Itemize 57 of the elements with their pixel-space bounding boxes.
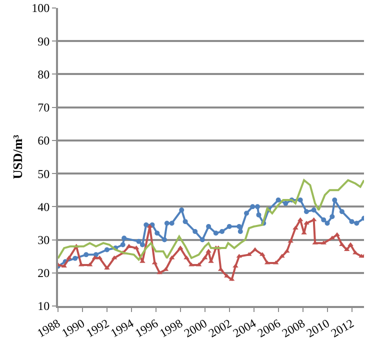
point xyxy=(304,209,309,214)
point xyxy=(188,262,194,266)
y-tick-label: 30 xyxy=(38,232,50,247)
point xyxy=(354,220,360,226)
point xyxy=(298,198,303,203)
point xyxy=(206,248,212,253)
point xyxy=(324,220,330,226)
point xyxy=(156,270,162,274)
point xyxy=(164,220,170,226)
point xyxy=(144,222,149,228)
point xyxy=(283,200,288,206)
point xyxy=(120,242,126,248)
point xyxy=(213,230,218,236)
point xyxy=(284,248,290,253)
point xyxy=(232,264,238,268)
point xyxy=(220,229,225,234)
point xyxy=(84,252,89,258)
point xyxy=(154,230,160,236)
point xyxy=(330,214,335,220)
point xyxy=(255,204,260,210)
point xyxy=(169,220,174,226)
point xyxy=(136,238,142,244)
point xyxy=(162,237,167,242)
y-tick-label: 20 xyxy=(38,266,50,280)
point xyxy=(244,210,249,216)
point xyxy=(182,219,188,224)
y-tick-label: 90 xyxy=(38,34,50,48)
point xyxy=(349,219,354,224)
y-tick-label: 100 xyxy=(32,1,50,16)
point xyxy=(104,247,110,252)
point xyxy=(321,217,326,222)
point xyxy=(200,237,205,242)
y-tick-label: 70 xyxy=(38,100,50,115)
y-tick-label: 10 xyxy=(38,299,50,314)
point xyxy=(192,229,198,234)
point xyxy=(279,254,285,258)
point xyxy=(339,209,344,214)
point xyxy=(256,212,262,218)
point xyxy=(250,204,256,210)
y-tick-label: 40 xyxy=(38,200,50,214)
point xyxy=(179,207,184,212)
y-tick-label: 80 xyxy=(38,67,50,82)
point xyxy=(276,198,281,203)
point xyxy=(206,224,212,230)
point xyxy=(236,224,242,230)
y-tick-label: 60 xyxy=(38,134,50,148)
point xyxy=(226,224,232,230)
y-axis-title: USD/m³ xyxy=(10,134,26,180)
point xyxy=(311,207,316,212)
point xyxy=(72,256,78,261)
point xyxy=(122,236,127,241)
point xyxy=(334,232,340,236)
point xyxy=(93,252,98,258)
y-tick-label: 50 xyxy=(38,166,50,181)
point xyxy=(140,242,145,248)
point xyxy=(238,229,243,234)
point xyxy=(332,198,338,203)
